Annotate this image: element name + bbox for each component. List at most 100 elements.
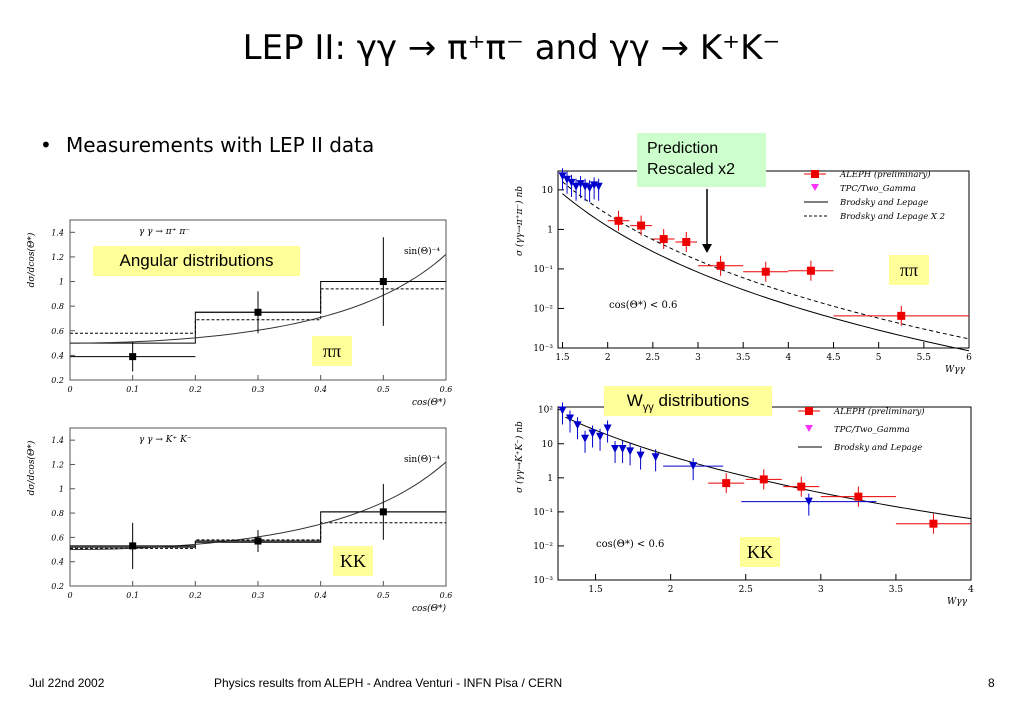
- aleph-point: [716, 261, 725, 270]
- y-tick-label: 10⁻²: [533, 542, 553, 552]
- tpc-point: [596, 432, 605, 441]
- slide-title: LEP II: γγ → π⁺π⁻ and γγ → K⁺K⁻: [242, 28, 781, 68]
- tpc-point: [588, 429, 597, 438]
- y-tick-label: 1.2: [51, 460, 64, 469]
- pipi-angular-chart: 0 0.1 0.2 0.3 0.4 0.5 0.6 0.2 0.4 0.6 0.8 1 1.2 1.4 co…: [26, 219, 453, 408]
- x-tick-label: 0.6: [440, 385, 453, 394]
- tpc-point: [563, 175, 572, 184]
- tpc-point: [567, 178, 576, 187]
- x-tick-label: 2.5: [739, 585, 754, 595]
- kk-tag-right: KK: [740, 537, 780, 567]
- curve-label: sin(Θ)⁻⁴: [404, 454, 440, 465]
- data-point: [254, 537, 262, 545]
- tpc-point: [576, 180, 585, 189]
- y-tick-label: 1.4: [51, 436, 64, 445]
- aleph-point: [722, 479, 731, 488]
- y-tick-label: 10⁻²: [533, 304, 553, 314]
- tpc-point: [573, 421, 582, 430]
- y-tick-label: 0.6: [51, 533, 64, 542]
- cut-annotation: cos(Θ*) < 0.6: [609, 300, 677, 311]
- tpc-point: [566, 414, 575, 423]
- y-tick-label: 1: [59, 278, 64, 287]
- y-tick-label: 0.8: [51, 302, 64, 311]
- y-tick-label: 0.8: [51, 509, 64, 518]
- x-tick-label: 0.5: [377, 385, 390, 394]
- y-tick-label: 1.2: [51, 253, 64, 262]
- chart-title: γ γ → π⁺ π⁻: [139, 227, 190, 237]
- aleph-point: [897, 311, 906, 320]
- y-axis-label: σ (γγ→π⁺π⁻) nb: [514, 186, 525, 256]
- x-tick-label: 5.5: [917, 353, 932, 363]
- aleph-point: [761, 267, 770, 276]
- y-tick-label: 1.4: [51, 228, 64, 237]
- tpc-point: [689, 462, 698, 471]
- y-tick-label: 1: [547, 225, 553, 235]
- legend-label: Brodsky and Lepage X 2: [839, 212, 945, 222]
- y-tick-label: 10⁻³: [533, 344, 553, 354]
- x-axis-label: cos(Θ*): [412, 397, 446, 408]
- brodsky-lepage-curve: [562, 193, 970, 352]
- prediction-line1: Prediction: [647, 140, 719, 157]
- aleph-point: [759, 475, 768, 484]
- x-axis-label: Wγγ: [945, 365, 966, 375]
- x-tick-label: 5: [876, 353, 882, 363]
- footer-center: Physics results from ALEPH - Andrea Vent…: [214, 676, 563, 690]
- x-tick-label: 0: [67, 385, 72, 394]
- x-tick-label: 4: [968, 585, 974, 595]
- prediction-line2: Rescaled x2: [647, 161, 736, 178]
- tpc-point: [572, 182, 581, 191]
- y-tick-label: 1: [547, 474, 553, 484]
- pipi-w-chart: 1.5 2 2.5 3 3.5 4 4.5 5 5.5 6 10 1 10⁻¹ 10⁻² 10⁻³ Wγγ σ …: [514, 168, 972, 375]
- brodsky-lepage-curve: [565, 416, 972, 520]
- chart-title: γ γ → K⁺ K⁻: [139, 435, 192, 445]
- cut-annotation: cos(Θ*) < 0.6: [596, 539, 664, 550]
- footer-date: Jul 22nd 2002: [29, 676, 105, 690]
- y-axis-label: σ (γγ→K⁺K⁻) nb: [514, 421, 525, 493]
- y-tick-label: 10⁻¹: [533, 265, 553, 275]
- data-point: [129, 542, 137, 550]
- x-tick-label: 1.5: [555, 353, 570, 363]
- y-tick-label: 0.2: [51, 376, 64, 385]
- y-tick-label: 10²: [538, 406, 553, 416]
- bullet-dot: •: [40, 133, 52, 157]
- y-tick-label: 0.4: [51, 351, 64, 360]
- aleph-point: [797, 482, 806, 491]
- footer-page-number: 8: [988, 676, 995, 690]
- y-tick-label: 10⁻¹: [533, 508, 553, 518]
- data-point: [129, 353, 137, 361]
- x-tick-label: 0.1: [126, 385, 139, 394]
- legend-label: ALEPH (preliminary): [839, 169, 931, 180]
- plot-frame: [69, 427, 447, 587]
- tpc-point: [611, 445, 620, 454]
- aleph-point: [854, 492, 863, 501]
- x-tick-label: 0.3: [252, 591, 265, 600]
- legend-label: TPC/Two_Gamma: [834, 425, 910, 435]
- x-tick-label: 0.2: [189, 591, 202, 600]
- pipi-tag-left: ππ: [312, 336, 352, 366]
- tpc-point: [636, 451, 645, 460]
- legend-label: TPC/Two_Gamma: [840, 184, 916, 194]
- curve-label: sin(Θ)⁻⁴: [404, 246, 440, 257]
- w-distributions-label: Wγγ distributions: [604, 386, 772, 416]
- tpc-point: [618, 445, 627, 454]
- y-axis-label: dσ/dcos(Θ*): [26, 440, 37, 495]
- data-point: [379, 278, 387, 286]
- pipi-tag-right: ππ: [889, 255, 929, 285]
- x-tick-label: 4: [785, 353, 791, 363]
- tpc-point: [581, 434, 590, 443]
- kk-tag-left: KK: [333, 546, 373, 576]
- x-tick-label: 2: [668, 585, 674, 595]
- y-axis-label: dσ/dcos(Θ*): [26, 232, 37, 287]
- tpc-point: [804, 497, 813, 506]
- x-tick-label: 2.5: [646, 353, 661, 363]
- kk-angular-chart: 0 0.1 0.2 0.3 0.4 0.5 0.6 0.2 0.4 0.6 0.8 1 1.2 1.4 co…: [26, 427, 452, 614]
- y-tick-label: 10: [542, 440, 554, 450]
- aleph-point: [806, 266, 815, 275]
- tpc-point: [594, 182, 603, 191]
- x-tick-label: 4.5: [826, 353, 841, 363]
- aleph-point: [637, 221, 646, 230]
- aleph-point: [682, 237, 691, 246]
- angular-distributions-label: Angular distributions: [93, 246, 300, 276]
- x-tick-label: 2: [605, 353, 611, 363]
- x-tick-label: 0.2: [189, 385, 202, 394]
